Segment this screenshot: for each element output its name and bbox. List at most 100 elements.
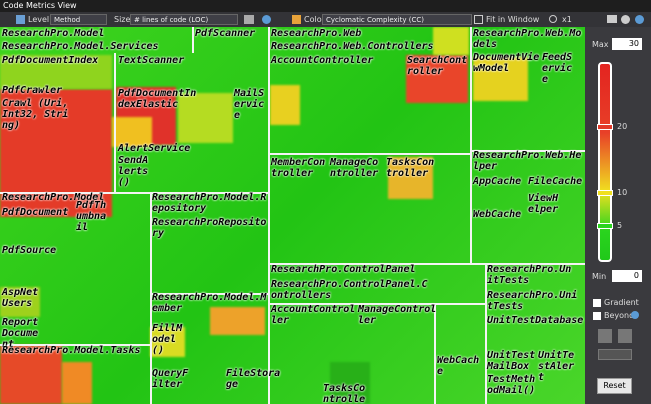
node-label[interactable]: ResearchPro.Web.Controllers [271, 41, 434, 52]
threshold-label: 5 [617, 221, 623, 230]
metric-cell[interactable] [433, 27, 469, 55]
level-icon [16, 15, 25, 24]
node-label[interactable]: FileStorage [226, 368, 281, 390]
node-label[interactable]: PdfDocumentIndexElastic [118, 88, 197, 110]
node-label[interactable]: ResearchPro.UnitTests [487, 290, 578, 312]
node-label[interactable]: FeedService [542, 52, 573, 85]
metric-cell[interactable] [0, 345, 62, 404]
node-label[interactable]: PdfCrawler [2, 85, 63, 96]
level-dropdown[interactable]: Method [50, 14, 107, 25]
metric-cell[interactable] [388, 157, 433, 199]
window-title: Code Metrics View [3, 1, 77, 10]
node-label[interactable]: PdfScanner [195, 28, 256, 39]
node-label[interactable]: ResearchPro.Model [2, 28, 105, 39]
node-label[interactable]: FileCache [528, 176, 583, 187]
node-label[interactable]: ResearchPro.Model.Repository [152, 192, 267, 214]
node-label[interactable]: UnitTestAlert [538, 350, 575, 383]
node-label[interactable]: AccountController [271, 304, 356, 326]
zoom-icon[interactable] [549, 15, 557, 23]
node-label[interactable]: ResearchPro.Web.Helper [473, 150, 582, 172]
node-label[interactable]: TasksController [386, 157, 435, 179]
metric-cell[interactable] [112, 117, 152, 147]
node-label[interactable]: ResearchPro.ControlPanel [271, 264, 416, 275]
color-scheme-button[interactable] [618, 329, 632, 343]
group-border [270, 263, 585, 265]
info-icon[interactable] [631, 311, 639, 319]
node-label[interactable]: SendAlerts() [118, 155, 149, 188]
metric-cell[interactable] [330, 362, 370, 404]
metric-cell[interactable] [62, 362, 92, 404]
threshold-marker[interactable] [597, 223, 613, 229]
node-label[interactable]: PdfThumbnail [76, 200, 107, 233]
node-label[interactable]: TasksController [323, 383, 366, 404]
threshold-marker[interactable] [597, 190, 613, 196]
camera-icon[interactable] [607, 15, 617, 23]
node-label[interactable]: ResearchProRepository [152, 217, 267, 239]
node-label[interactable]: ResearchPro.Web.Models [473, 28, 582, 50]
node-label[interactable]: AspNetUsers [2, 287, 39, 309]
node-label[interactable]: FillModel() [152, 323, 183, 356]
node-label[interactable]: PdfDocumentIndex [2, 55, 99, 66]
node-label[interactable]: AccountController [271, 55, 374, 66]
metric-cell[interactable] [210, 307, 265, 335]
metric-cell[interactable] [270, 85, 300, 125]
node-label[interactable]: WebCache [437, 355, 480, 377]
color-dropdown[interactable]: Cyclomatic Complexity (CC) [322, 14, 472, 25]
treemap[interactable]: ResearchPro.Model ResearchPro.Model.Servi… [0, 27, 585, 404]
node-label[interactable]: UnitTestMailBox [487, 350, 536, 372]
node-label[interactable]: QueryFilter [152, 368, 189, 390]
node-label[interactable]: MemberController [271, 157, 326, 179]
help-icon[interactable] [635, 15, 644, 24]
node-label[interactable]: WebCache [473, 209, 522, 220]
node-label[interactable]: DocumentViewModel [473, 52, 540, 74]
color-scheme-button[interactable] [598, 329, 612, 343]
node-label[interactable]: PdfSource [2, 245, 57, 256]
node-label[interactable]: ResearchPro.ControlPanel.Controllers [271, 279, 428, 301]
node-label[interactable]: ResearchPro.Model [2, 192, 105, 203]
beyond-checkbox[interactable] [593, 312, 601, 320]
node-label[interactable]: TextScanner [118, 55, 185, 66]
group-border [152, 293, 268, 295]
node-label[interactable]: SearchController [407, 55, 468, 77]
node-label[interactable]: ResearchPro.Model.Services [2, 41, 159, 52]
min-input[interactable]: 0 [612, 270, 642, 282]
metric-cell[interactable] [178, 93, 233, 143]
zoom-level: x1 [562, 15, 572, 24]
metric-cell[interactable] [0, 89, 112, 217]
size-settings-icon[interactable] [262, 15, 271, 24]
size-chart-icon[interactable] [244, 15, 254, 24]
metric-cell[interactable] [406, 55, 468, 103]
node-label[interactable]: MailService [234, 88, 265, 121]
min-label: Min [592, 272, 607, 281]
node-label[interactable]: ManageController [330, 157, 379, 179]
metric-cell[interactable] [0, 287, 40, 317]
node-label[interactable]: ResearchPro.Web [271, 28, 362, 39]
node-label[interactable]: ResearchPro.Model.Member [152, 292, 267, 314]
node-label[interactable]: UnitTestDatabase [487, 315, 584, 326]
node-label[interactable]: ResearchPro.UnitTests [487, 264, 572, 286]
settings-icon[interactable] [621, 15, 630, 24]
node-label[interactable]: Crawl (Uri,Int32, String) [2, 98, 69, 131]
gradient-checkbox[interactable] [593, 299, 601, 307]
fit-button[interactable]: Fit in Window [486, 15, 540, 24]
node-label[interactable]: AlertService [118, 143, 191, 154]
max-input[interactable]: 30 [612, 38, 642, 50]
node-label[interactable]: ResearchPro.Model.Tasks [2, 345, 141, 356]
threshold-marker[interactable] [597, 124, 613, 130]
node-label[interactable]: ViewHelper [528, 193, 559, 215]
fit-icon[interactable] [474, 15, 483, 24]
node-label[interactable]: PdfDocument [2, 207, 69, 218]
metric-cell[interactable] [150, 327, 185, 357]
size-dropdown[interactable]: # lines of code (LOC) [130, 14, 238, 25]
scheme-dropdown[interactable] [598, 349, 632, 360]
beyond-label: Beyond [604, 311, 635, 320]
color-label: Color [304, 15, 325, 24]
reset-button[interactable]: Reset [597, 378, 632, 394]
node-label[interactable]: ManageController [358, 304, 437, 326]
node-label[interactable]: TestMethodMail() [487, 374, 536, 396]
node-label[interactable]: AppCache [473, 176, 522, 187]
node-label[interactable]: ReportDocument [2, 317, 39, 350]
metric-cell[interactable] [473, 57, 528, 101]
gradient-bar [598, 62, 612, 262]
metric-cell[interactable] [0, 55, 112, 89]
